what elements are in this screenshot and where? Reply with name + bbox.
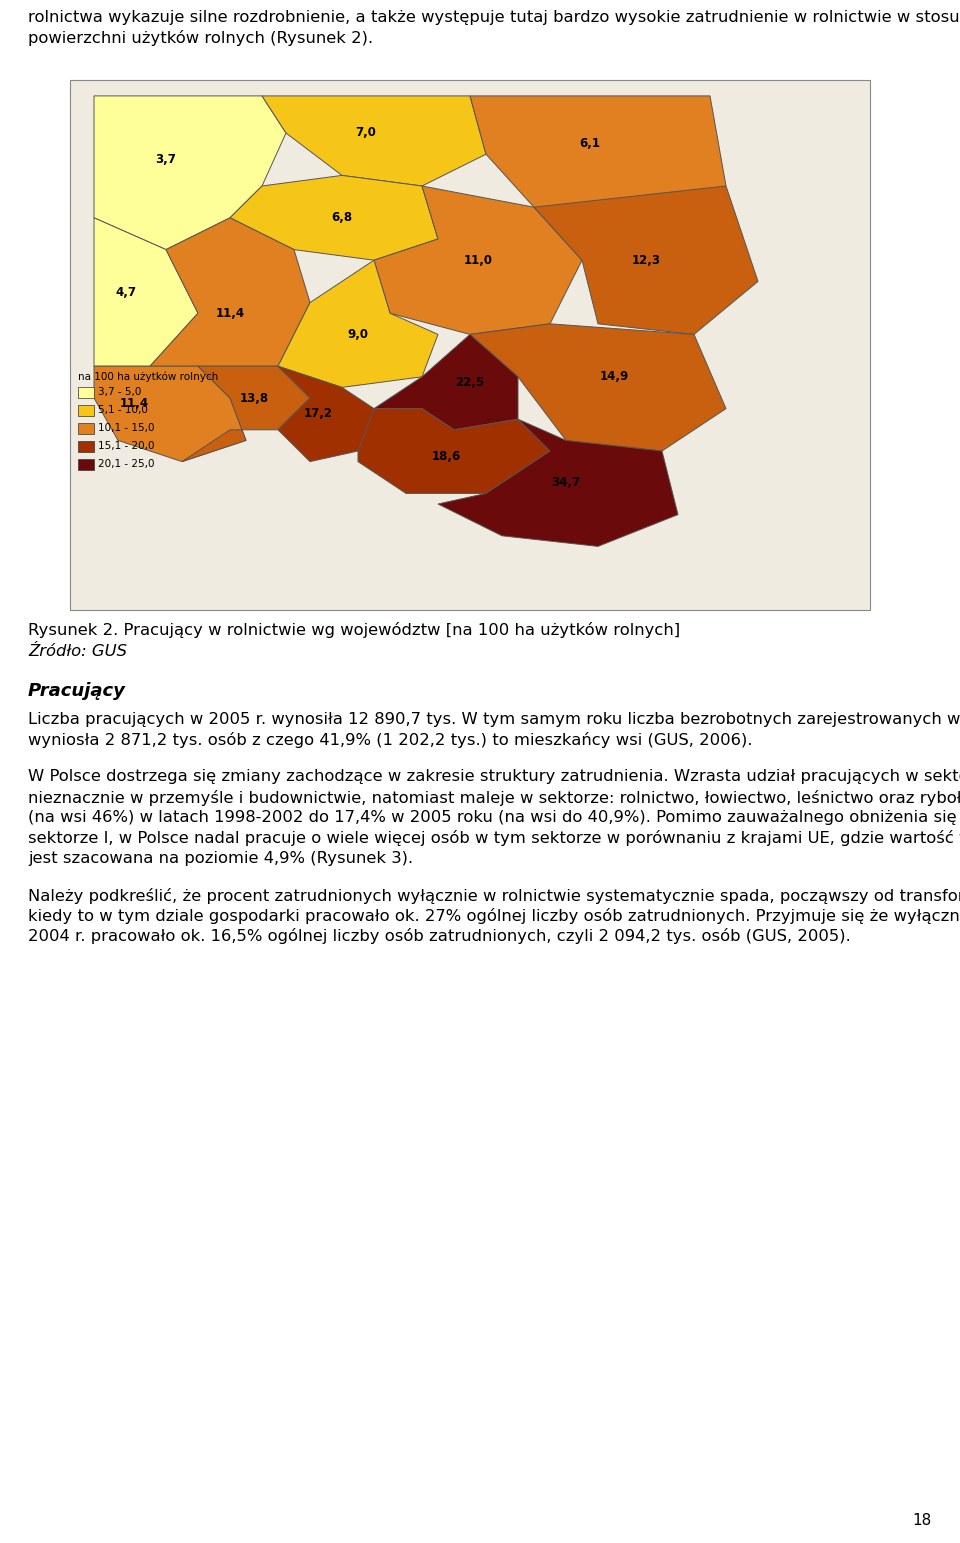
Text: 14,9: 14,9 (599, 370, 629, 383)
Polygon shape (94, 218, 198, 366)
Polygon shape (94, 366, 246, 461)
Bar (78, 404, 94, 415)
Text: nieznacznie w przemyśle i budownictwie, natomiast maleje w sektorze: rolnictwo, : nieznacznie w przemyśle i budownictwie, … (28, 790, 960, 805)
Text: 7,0: 7,0 (355, 127, 376, 139)
Text: 12,3: 12,3 (632, 253, 660, 267)
Text: 6,8: 6,8 (331, 211, 352, 224)
Text: Należy podkreślić, że procent zatrudnionych wyłącznie w rolnictwie systematyczni: Należy podkreślić, że procent zatrudnion… (28, 887, 960, 904)
Bar (78, 386, 94, 398)
Bar (78, 458, 94, 469)
Text: 17,2: 17,2 (303, 407, 332, 420)
Polygon shape (470, 324, 726, 451)
Text: 2004 r. pracowało ok. 16,5% ogólnej liczby osób zatrudnionych, czyli 2 094,2 tys: 2004 r. pracowało ok. 16,5% ogólnej licz… (28, 929, 851, 944)
Bar (78, 423, 94, 434)
Text: W Polsce dostrzega się zmiany zachodzące w zakresie struktury zatrudnienia. Wzra: W Polsce dostrzega się zmiany zachodzące… (28, 768, 960, 784)
Polygon shape (438, 420, 678, 546)
Text: 18: 18 (913, 1514, 932, 1528)
Text: 18,6: 18,6 (431, 451, 461, 463)
Polygon shape (262, 96, 486, 187)
Text: 11,0: 11,0 (464, 253, 492, 267)
Polygon shape (182, 366, 310, 461)
Text: rolnictwa wykazuje silne rozdrobnienie, a także występuje tutaj bardzo wysokie z: rolnictwa wykazuje silne rozdrobnienie, … (28, 9, 960, 25)
Text: Źródło: GUS: Źródło: GUS (28, 643, 127, 659)
Text: 20,1 - 25,0: 20,1 - 25,0 (98, 458, 155, 469)
Text: 11,4: 11,4 (215, 307, 245, 319)
Text: 13,8: 13,8 (239, 392, 269, 404)
Polygon shape (278, 261, 438, 387)
Text: Pracujący: Pracujący (28, 682, 126, 701)
Text: 22,5: 22,5 (455, 375, 485, 389)
Bar (78, 440, 94, 452)
Polygon shape (470, 96, 726, 218)
Polygon shape (374, 187, 582, 335)
Text: Rysunek 2. Pracujący w rolnictwie wg województw [na 100 ha użytków rolnych]: Rysunek 2. Pracujący w rolnictwie wg woj… (28, 622, 681, 637)
Polygon shape (374, 335, 518, 430)
Text: kiedy to w tym dziale gospodarki pracowało ok. 27% ogólnej liczby osób zatrudnio: kiedy to w tym dziale gospodarki pracowa… (28, 907, 960, 924)
Text: Liczba pracujących w 2005 r. wynosiła 12 890,7 tys. W tym samym roku liczba bezr: Liczba pracujących w 2005 r. wynosiła 12… (28, 711, 960, 727)
Text: sektorze I, w Polsce nadal pracuje o wiele więcej osób w tym sektorze w porównan: sektorze I, w Polsce nadal pracuje o wie… (28, 830, 960, 847)
Text: 4,7: 4,7 (115, 285, 136, 298)
Polygon shape (230, 176, 438, 261)
Text: 10,1 - 15,0: 10,1 - 15,0 (98, 423, 155, 432)
Text: jest szacowana na poziomie 4,9% (Rysunek 3).: jest szacowana na poziomie 4,9% (Rysunek… (28, 852, 413, 866)
Text: na 100 ha użytków rolnych: na 100 ha użytków rolnych (78, 372, 218, 383)
Polygon shape (534, 187, 758, 335)
Text: 3,7: 3,7 (156, 153, 177, 167)
Polygon shape (278, 366, 374, 461)
Bar (70, 80, 870, 609)
Text: 15,1 - 20,0: 15,1 - 20,0 (98, 440, 155, 451)
Polygon shape (94, 96, 286, 250)
Text: 11,4: 11,4 (119, 397, 149, 410)
Text: 9,0: 9,0 (348, 329, 369, 341)
Polygon shape (358, 409, 550, 494)
Text: 5,1 - 10,0: 5,1 - 10,0 (98, 404, 148, 415)
Text: 34,7: 34,7 (551, 477, 581, 489)
Polygon shape (150, 218, 310, 366)
Text: powierzchni użytków rolnych (Rysunek 2).: powierzchni użytków rolnych (Rysunek 2). (28, 31, 373, 46)
Text: (na wsi 46%) w latach 1998-2002 do 17,4% w 2005 roku (na wsi do 40,9%). Pomimo z: (na wsi 46%) w latach 1998-2002 do 17,4%… (28, 810, 960, 826)
Text: 3,7 - 5,0: 3,7 - 5,0 (98, 386, 141, 397)
Text: wyniosła 2 871,2 tys. osób z czego 41,9% (1 202,2 tys.) to mieszkańcy wsi (GUS, : wyniosła 2 871,2 tys. osób z czego 41,9%… (28, 733, 753, 748)
Text: 6,1: 6,1 (580, 137, 601, 150)
